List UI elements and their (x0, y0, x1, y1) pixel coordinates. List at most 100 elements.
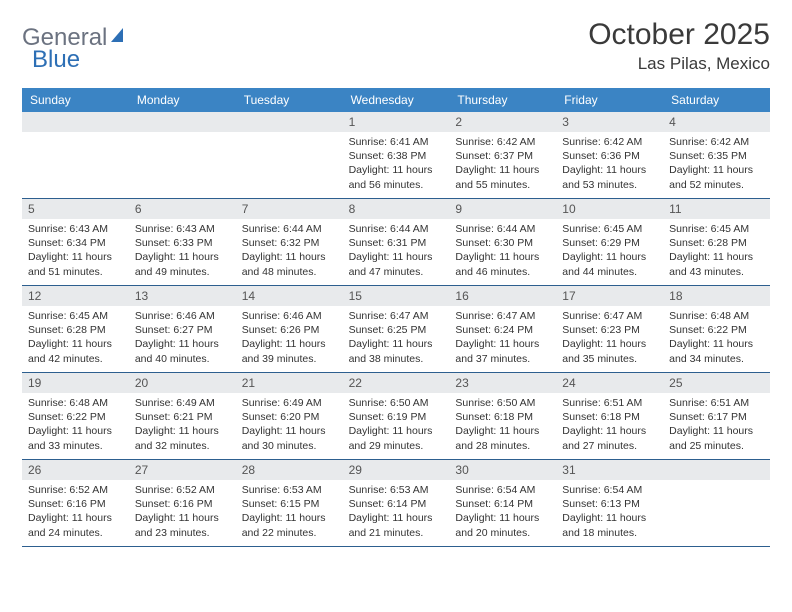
day-number: 21 (242, 376, 337, 390)
day-details: Sunrise: 6:50 AMSunset: 6:18 PMDaylight:… (449, 393, 556, 458)
sunrise-text: Sunrise: 6:45 AM (28, 309, 123, 323)
daylight-text: Daylight: 11 hours and 51 minutes. (28, 250, 123, 278)
sunrise-text: Sunrise: 6:42 AM (455, 135, 550, 149)
day-number: 9 (455, 202, 550, 216)
day-number-wrap: 11 (663, 199, 770, 219)
day-cell (236, 112, 343, 198)
sunset-text: Sunset: 6:27 PM (135, 323, 230, 337)
sunset-text: Sunset: 6:16 PM (135, 497, 230, 511)
day-details: Sunrise: 6:44 AMSunset: 6:31 PMDaylight:… (343, 219, 450, 284)
sunrise-text: Sunrise: 6:53 AM (242, 483, 337, 497)
sunrise-text: Sunrise: 6:43 AM (135, 222, 230, 236)
daylight-text: Daylight: 11 hours and 53 minutes. (562, 163, 657, 191)
day-details: Sunrise: 6:42 AMSunset: 6:36 PMDaylight:… (556, 132, 663, 197)
day-number-wrap: 1 (343, 112, 450, 132)
day-details: Sunrise: 6:41 AMSunset: 6:38 PMDaylight:… (343, 132, 450, 197)
day-cell: 22Sunrise: 6:50 AMSunset: 6:19 PMDayligh… (343, 373, 450, 459)
day-details: Sunrise: 6:46 AMSunset: 6:26 PMDaylight:… (236, 306, 343, 371)
day-number-wrap: 23 (449, 373, 556, 393)
day-header: Tuesday (236, 88, 343, 112)
sunset-text: Sunset: 6:38 PM (349, 149, 444, 163)
day-number-wrap: 30 (449, 460, 556, 480)
day-number-wrap: 19 (22, 373, 129, 393)
sunset-text: Sunset: 6:23 PM (562, 323, 657, 337)
day-cell: 5Sunrise: 6:43 AMSunset: 6:34 PMDaylight… (22, 199, 129, 285)
sunset-text: Sunset: 6:29 PM (562, 236, 657, 250)
sunrise-text: Sunrise: 6:43 AM (28, 222, 123, 236)
daylight-text: Daylight: 11 hours and 23 minutes. (135, 511, 230, 539)
day-details: Sunrise: 6:51 AMSunset: 6:18 PMDaylight:… (556, 393, 663, 458)
day-number-wrap: 29 (343, 460, 450, 480)
week-row: 5Sunrise: 6:43 AMSunset: 6:34 PMDaylight… (22, 199, 770, 286)
daylight-text: Daylight: 11 hours and 22 minutes. (242, 511, 337, 539)
day-number-wrap: 18 (663, 286, 770, 306)
week-row: 12Sunrise: 6:45 AMSunset: 6:28 PMDayligh… (22, 286, 770, 373)
location: Las Pilas, Mexico (588, 54, 770, 74)
week-row: 26Sunrise: 6:52 AMSunset: 6:16 PMDayligh… (22, 460, 770, 547)
sunset-text: Sunset: 6:19 PM (349, 410, 444, 424)
day-cell (663, 460, 770, 546)
daylight-text: Daylight: 11 hours and 25 minutes. (669, 424, 764, 452)
day-number: 8 (349, 202, 444, 216)
sunrise-text: Sunrise: 6:42 AM (669, 135, 764, 149)
sunrise-text: Sunrise: 6:41 AM (349, 135, 444, 149)
header: General October 2025 Las Pilas, Mexico (22, 18, 770, 74)
day-cell: 12 Sunrise: 6:45 AMSunset: 6:28 PMDayligh… (22, 286, 129, 372)
daylight-text: Daylight: 11 hours and 27 minutes. (562, 424, 657, 452)
day-cell: 23Sunrise: 6:50 AMSunset: 6:18 PMDayligh… (449, 373, 556, 459)
day-details: Sunrise: 6:52 AMSunset: 6:16 PMDaylight:… (129, 480, 236, 545)
day-details: Sunrise: 6:45 AMSunset: 6:28 PMDaylight:… (22, 306, 129, 371)
day-cell: 30Sunrise: 6:54 AMSunset: 6:14 PMDayligh… (449, 460, 556, 546)
day-number: 1 (349, 115, 444, 129)
sunrise-text: Sunrise: 6:46 AM (242, 309, 337, 323)
day-details: Sunrise: 6:44 AMSunset: 6:32 PMDaylight:… (236, 219, 343, 284)
sunrise-text: Sunrise: 6:44 AM (349, 222, 444, 236)
sunset-text: Sunset: 6:20 PM (242, 410, 337, 424)
day-number-wrap: 24 (556, 373, 663, 393)
sunrise-text: Sunrise: 6:52 AM (28, 483, 123, 497)
day-number-wrap: 22 (343, 373, 450, 393)
day-cell: 20Sunrise: 6:49 AMSunset: 6:21 PMDayligh… (129, 373, 236, 459)
day-number: 12 (28, 289, 123, 303)
daylight-text: Daylight: 11 hours and 29 minutes. (349, 424, 444, 452)
sunset-text: Sunset: 6:22 PM (669, 323, 764, 337)
sunset-text: Sunset: 6:35 PM (669, 149, 764, 163)
title-block: October 2025 Las Pilas, Mexico (588, 18, 770, 74)
day-header: Monday (129, 88, 236, 112)
day-number-wrap: 14 (236, 286, 343, 306)
daylight-text: Daylight: 11 hours and 56 minutes. (349, 163, 444, 191)
daylight-text: Daylight: 11 hours and 35 minutes. (562, 337, 657, 365)
month-title: October 2025 (588, 18, 770, 52)
day-cell: 17Sunrise: 6:47 AMSunset: 6:23 PMDayligh… (556, 286, 663, 372)
sunset-text: Sunset: 6:28 PM (28, 323, 123, 337)
daylight-text: Daylight: 11 hours and 28 minutes. (455, 424, 550, 452)
day-number: 20 (135, 376, 230, 390)
daylight-text: Daylight: 11 hours and 42 minutes. (28, 337, 123, 365)
day-number: 15 (349, 289, 444, 303)
day-cell: 7Sunrise: 6:44 AMSunset: 6:32 PMDaylight… (236, 199, 343, 285)
daylight-text: Daylight: 11 hours and 55 minutes. (455, 163, 550, 191)
daylight-text: Daylight: 11 hours and 46 minutes. (455, 250, 550, 278)
day-number-wrap: 12 (22, 286, 129, 306)
day-number: 30 (455, 463, 550, 477)
sunrise-text: Sunrise: 6:50 AM (455, 396, 550, 410)
sunset-text: Sunset: 6:32 PM (242, 236, 337, 250)
day-number: 10 (562, 202, 657, 216)
day-cell: 8 Sunrise: 6:44 AMSunset: 6:31 PMDaylight… (343, 199, 450, 285)
sunset-text: Sunset: 6:16 PM (28, 497, 123, 511)
day-number-wrap: 28 (236, 460, 343, 480)
sunrise-text: Sunrise: 6:51 AM (562, 396, 657, 410)
daylight-text: Daylight: 11 hours and 33 minutes. (28, 424, 123, 452)
day-details: Sunrise: 6:45 AMSunset: 6:28 PMDaylight:… (663, 219, 770, 284)
day-cell: 21Sunrise: 6:49 AMSunset: 6:20 PMDayligh… (236, 373, 343, 459)
sunrise-text: Sunrise: 6:49 AM (135, 396, 230, 410)
day-number-wrap: 7 (236, 199, 343, 219)
day-cell: 28 Sunrise: 6:53 AMSunset: 6:15 PMDayligh… (236, 460, 343, 546)
sunset-text: Sunset: 6:24 PM (455, 323, 550, 337)
sunset-text: Sunset: 6:15 PM (242, 497, 337, 511)
sunrise-text: Sunrise: 6:49 AM (242, 396, 337, 410)
day-cell: 3Sunrise: 6:42 AMSunset: 6:36 PMDaylight… (556, 112, 663, 198)
week-row: 1Sunrise: 6:41 AMSunset: 6:38 PMDaylight… (22, 112, 770, 199)
week-row: 19Sunrise: 6:48 AMSunset: 6:22 PMDayligh… (22, 373, 770, 460)
day-details: Sunrise: 6:44 AMSunset: 6:30 PMDaylight:… (449, 219, 556, 284)
